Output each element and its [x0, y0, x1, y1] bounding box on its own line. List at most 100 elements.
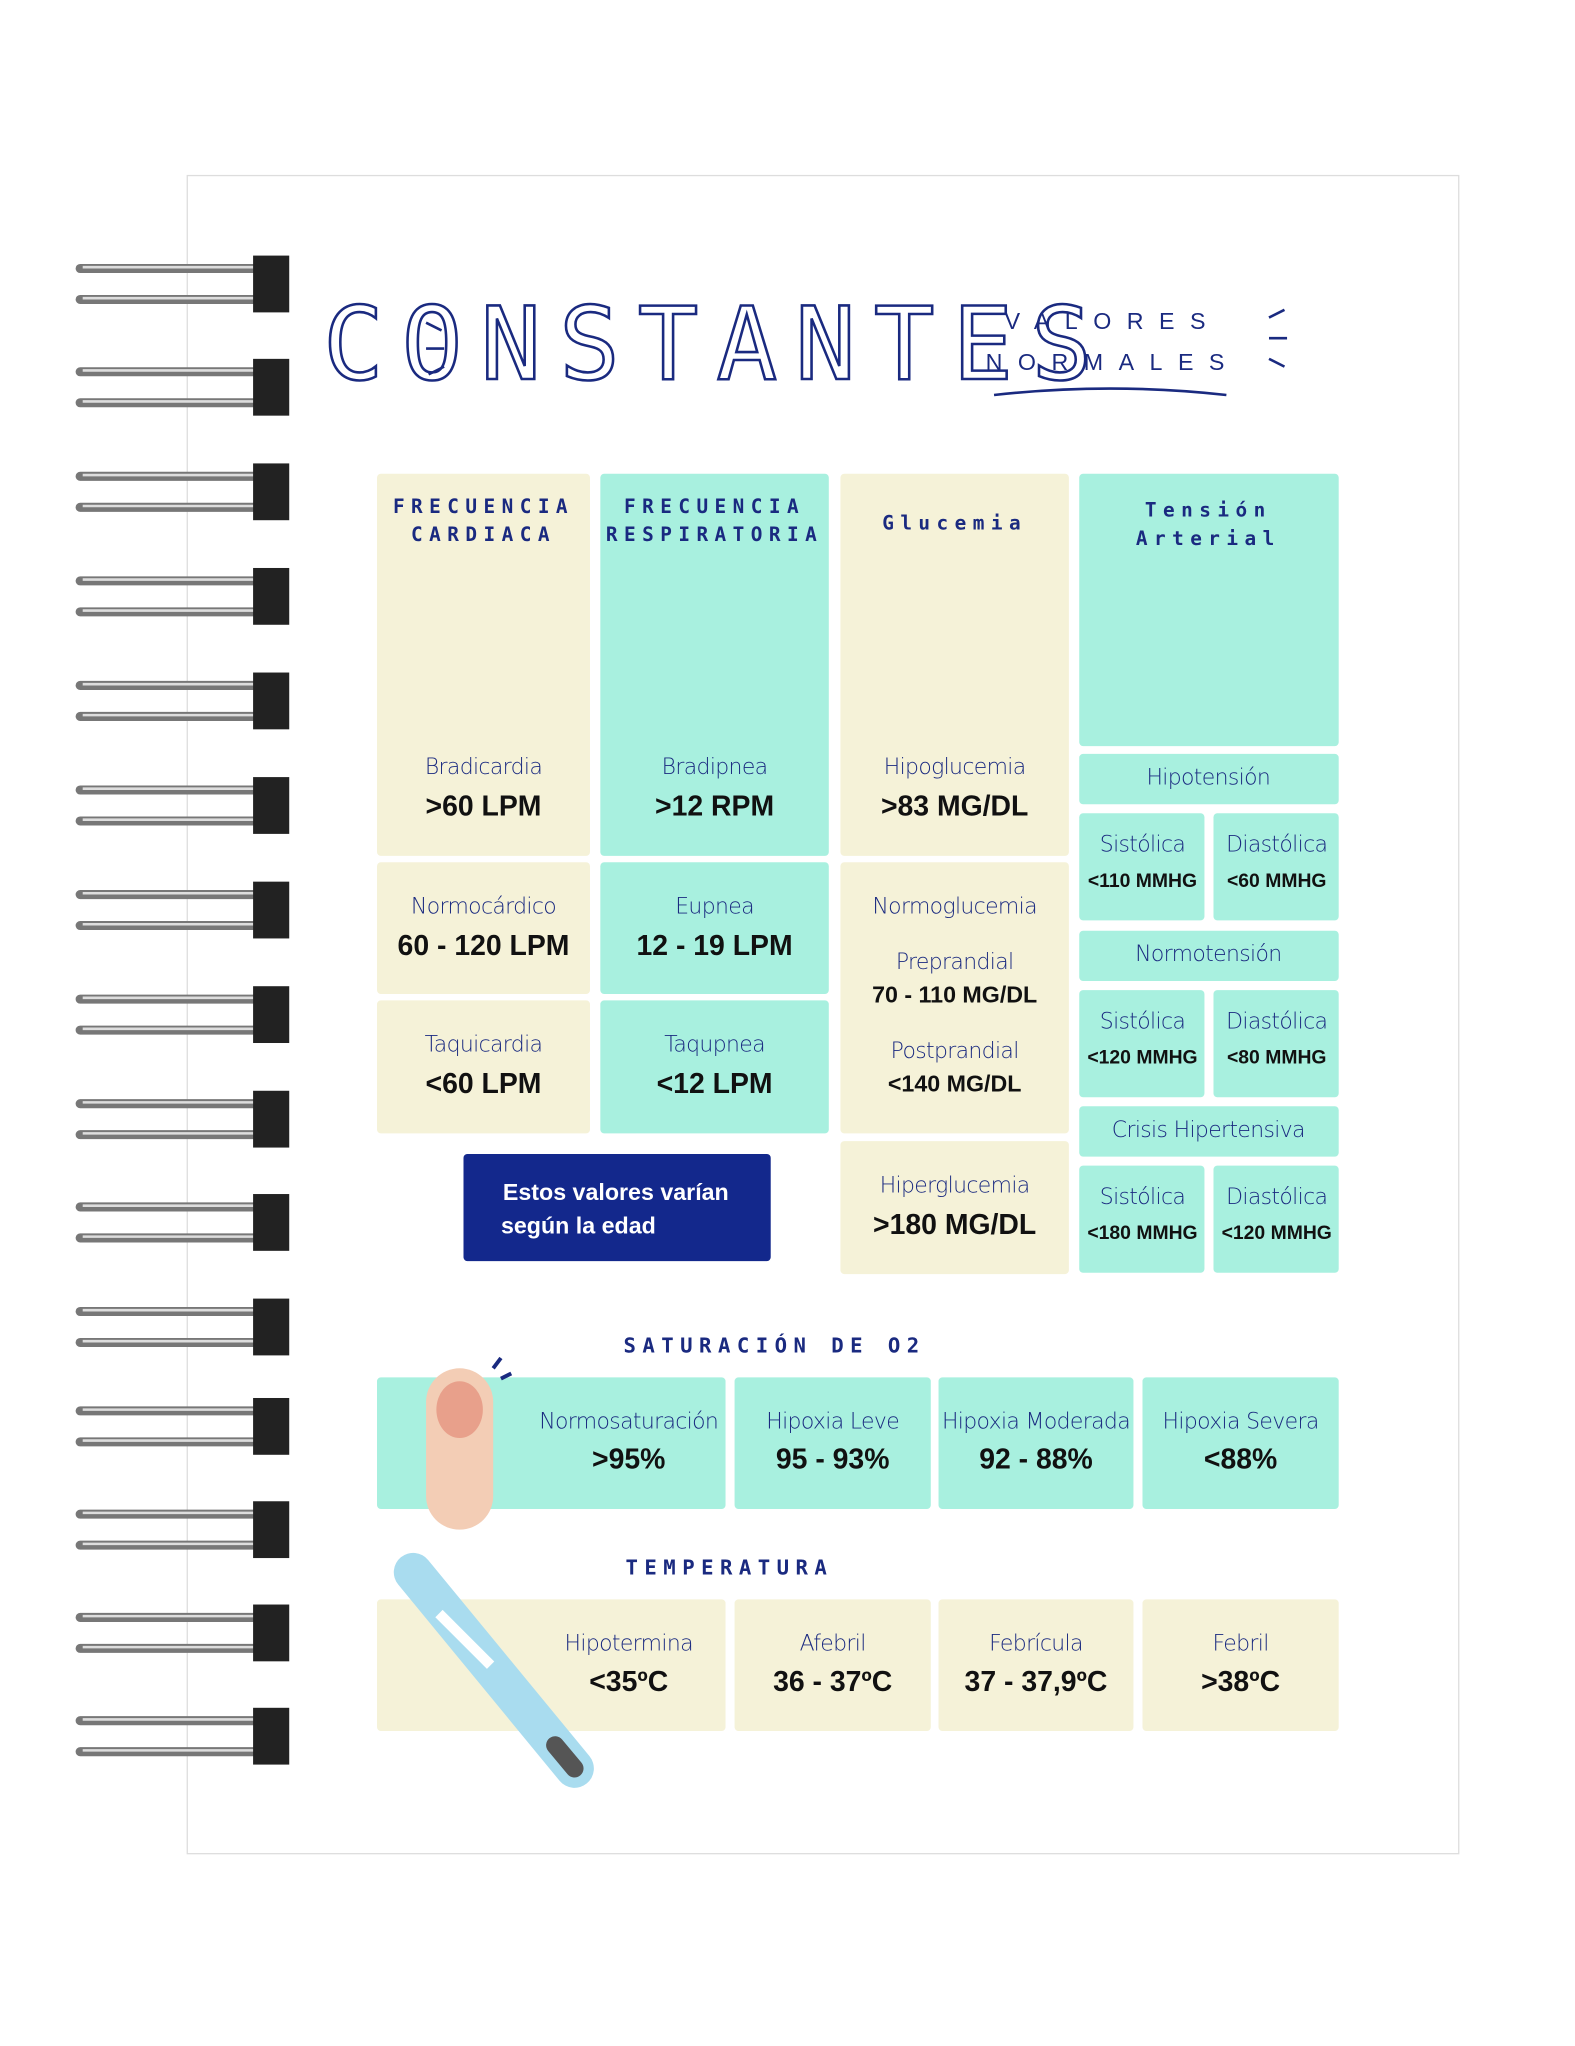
label: Postprandial	[891, 1039, 1019, 1064]
group-box	[1079, 753, 1339, 805]
ring-clip	[253, 1090, 290, 1148]
value-box	[840, 473, 1069, 856]
value-box	[1142, 1377, 1339, 1510]
label: Preprandial	[896, 950, 1014, 975]
ring-hi	[82, 1408, 272, 1442]
column-title: FRECUENCIA	[624, 495, 805, 518]
title: CONSTANTES	[323, 286, 1110, 403]
finger-icon	[426, 1356, 513, 1530]
value-box	[734, 1599, 931, 1732]
label: Hipotensión	[1146, 765, 1270, 790]
label: Hipoxia Leve	[766, 1410, 899, 1435]
value: <110 MMHG	[1088, 870, 1197, 892]
value-box	[938, 1599, 1134, 1732]
label: Crisis Hipertensiva	[1112, 1118, 1305, 1143]
label: Afebril	[800, 1632, 866, 1657]
label: Normotensión	[1135, 942, 1281, 967]
value-box	[377, 473, 590, 856]
value-box	[600, 473, 829, 856]
ring-clip	[253, 255, 290, 313]
column-title: CARDIACA	[411, 523, 556, 546]
value-box	[840, 1141, 1069, 1275]
value: 92 - 88%	[979, 1444, 1093, 1476]
thermometer-icon	[393, 1552, 594, 1788]
value: 37 - 37,9ºC	[965, 1666, 1108, 1698]
ring-clip	[253, 986, 290, 1044]
spiral	[75, 255, 290, 1765]
ring-clip	[253, 358, 290, 416]
label: Sistólica	[1100, 1009, 1185, 1034]
value-box	[1213, 1165, 1339, 1273]
label: Hipoxia Moderada	[942, 1410, 1130, 1435]
ring-clip	[253, 672, 290, 730]
label: Taqupnea	[664, 1033, 765, 1058]
label: Bradipnea	[662, 755, 768, 780]
ring-hi	[82, 578, 272, 612]
value: 70 - 110 MG/DL	[872, 982, 1037, 1008]
label: Taquicardia	[425, 1033, 543, 1058]
column-title: FRECUENCIA	[393, 495, 574, 518]
section-title: TEMPERATURA	[626, 1555, 834, 1579]
value: <140 MG/DL	[888, 1071, 1022, 1097]
label: Diastólica	[1226, 1185, 1327, 1210]
value: 60 - 120 LPM	[398, 930, 570, 962]
ring-clip	[253, 1707, 290, 1765]
group-box	[1079, 1106, 1339, 1157]
ring-hi	[82, 787, 272, 821]
header-box	[1079, 473, 1339, 747]
subtitle: VALORES	[1005, 308, 1221, 334]
value-box	[840, 862, 1069, 1134]
value: <60 MMHG	[1227, 870, 1327, 892]
label: Normoglucemia	[872, 894, 1036, 919]
ring-hi	[82, 891, 272, 926]
label: Sistólica	[1100, 833, 1185, 858]
label: Sistólica	[1100, 1185, 1185, 1210]
value-box	[1142, 1599, 1339, 1732]
label: Hiperglucemia	[880, 1173, 1030, 1198]
ring-hi	[82, 682, 272, 717]
value-box	[938, 1377, 1134, 1510]
underline	[993, 387, 1227, 397]
value: >180 MG/DL	[873, 1209, 1036, 1241]
value: >12 RPM	[655, 791, 774, 823]
value-box	[377, 1000, 590, 1134]
value: <180 MMHG	[1087, 1222, 1197, 1244]
label: Bradicardia	[425, 755, 542, 780]
value: >83 MG/DL	[881, 791, 1028, 823]
column-title: Glucemia	[882, 512, 1027, 535]
ring-clip	[253, 881, 290, 939]
value: <80 MMHG	[1227, 1047, 1327, 1069]
value: 95 - 93%	[776, 1444, 890, 1476]
ring-clip	[253, 567, 290, 625]
label: Diastólica	[1226, 833, 1327, 858]
value-box	[1079, 1165, 1205, 1273]
column-title: Arterial	[1136, 527, 1281, 550]
value: <120 MMHG	[1087, 1047, 1197, 1069]
note: Estos valores varían	[503, 1179, 729, 1205]
label: Hipoglucemia	[884, 755, 1026, 780]
note: según la edad	[501, 1213, 656, 1239]
ring-clip	[253, 1194, 290, 1251]
ring-clip	[253, 1604, 290, 1662]
ring-hi	[82, 1101, 272, 1135]
value-box	[600, 862, 829, 994]
ring-hi	[82, 1614, 272, 1649]
value: <12 LPM	[657, 1068, 773, 1100]
column-title: RESPIRATORIA	[606, 523, 823, 546]
ring-hi	[82, 473, 272, 508]
value: 12 - 19 LPM	[637, 930, 793, 962]
ring-hi	[82, 369, 272, 403]
value-box	[1079, 990, 1205, 1098]
value: >60 LPM	[426, 791, 542, 823]
value: <35ºC	[589, 1666, 668, 1698]
label: Eupnea	[675, 894, 754, 919]
column-title: Tensión	[1145, 499, 1272, 522]
value-box	[1213, 990, 1339, 1098]
label: Hipotermina	[565, 1632, 693, 1657]
value: <88%	[1204, 1444, 1277, 1476]
value-box	[734, 1377, 931, 1510]
value-box	[377, 862, 590, 994]
subtitle: NORMALES	[986, 349, 1240, 375]
value: <60 LPM	[426, 1068, 542, 1100]
